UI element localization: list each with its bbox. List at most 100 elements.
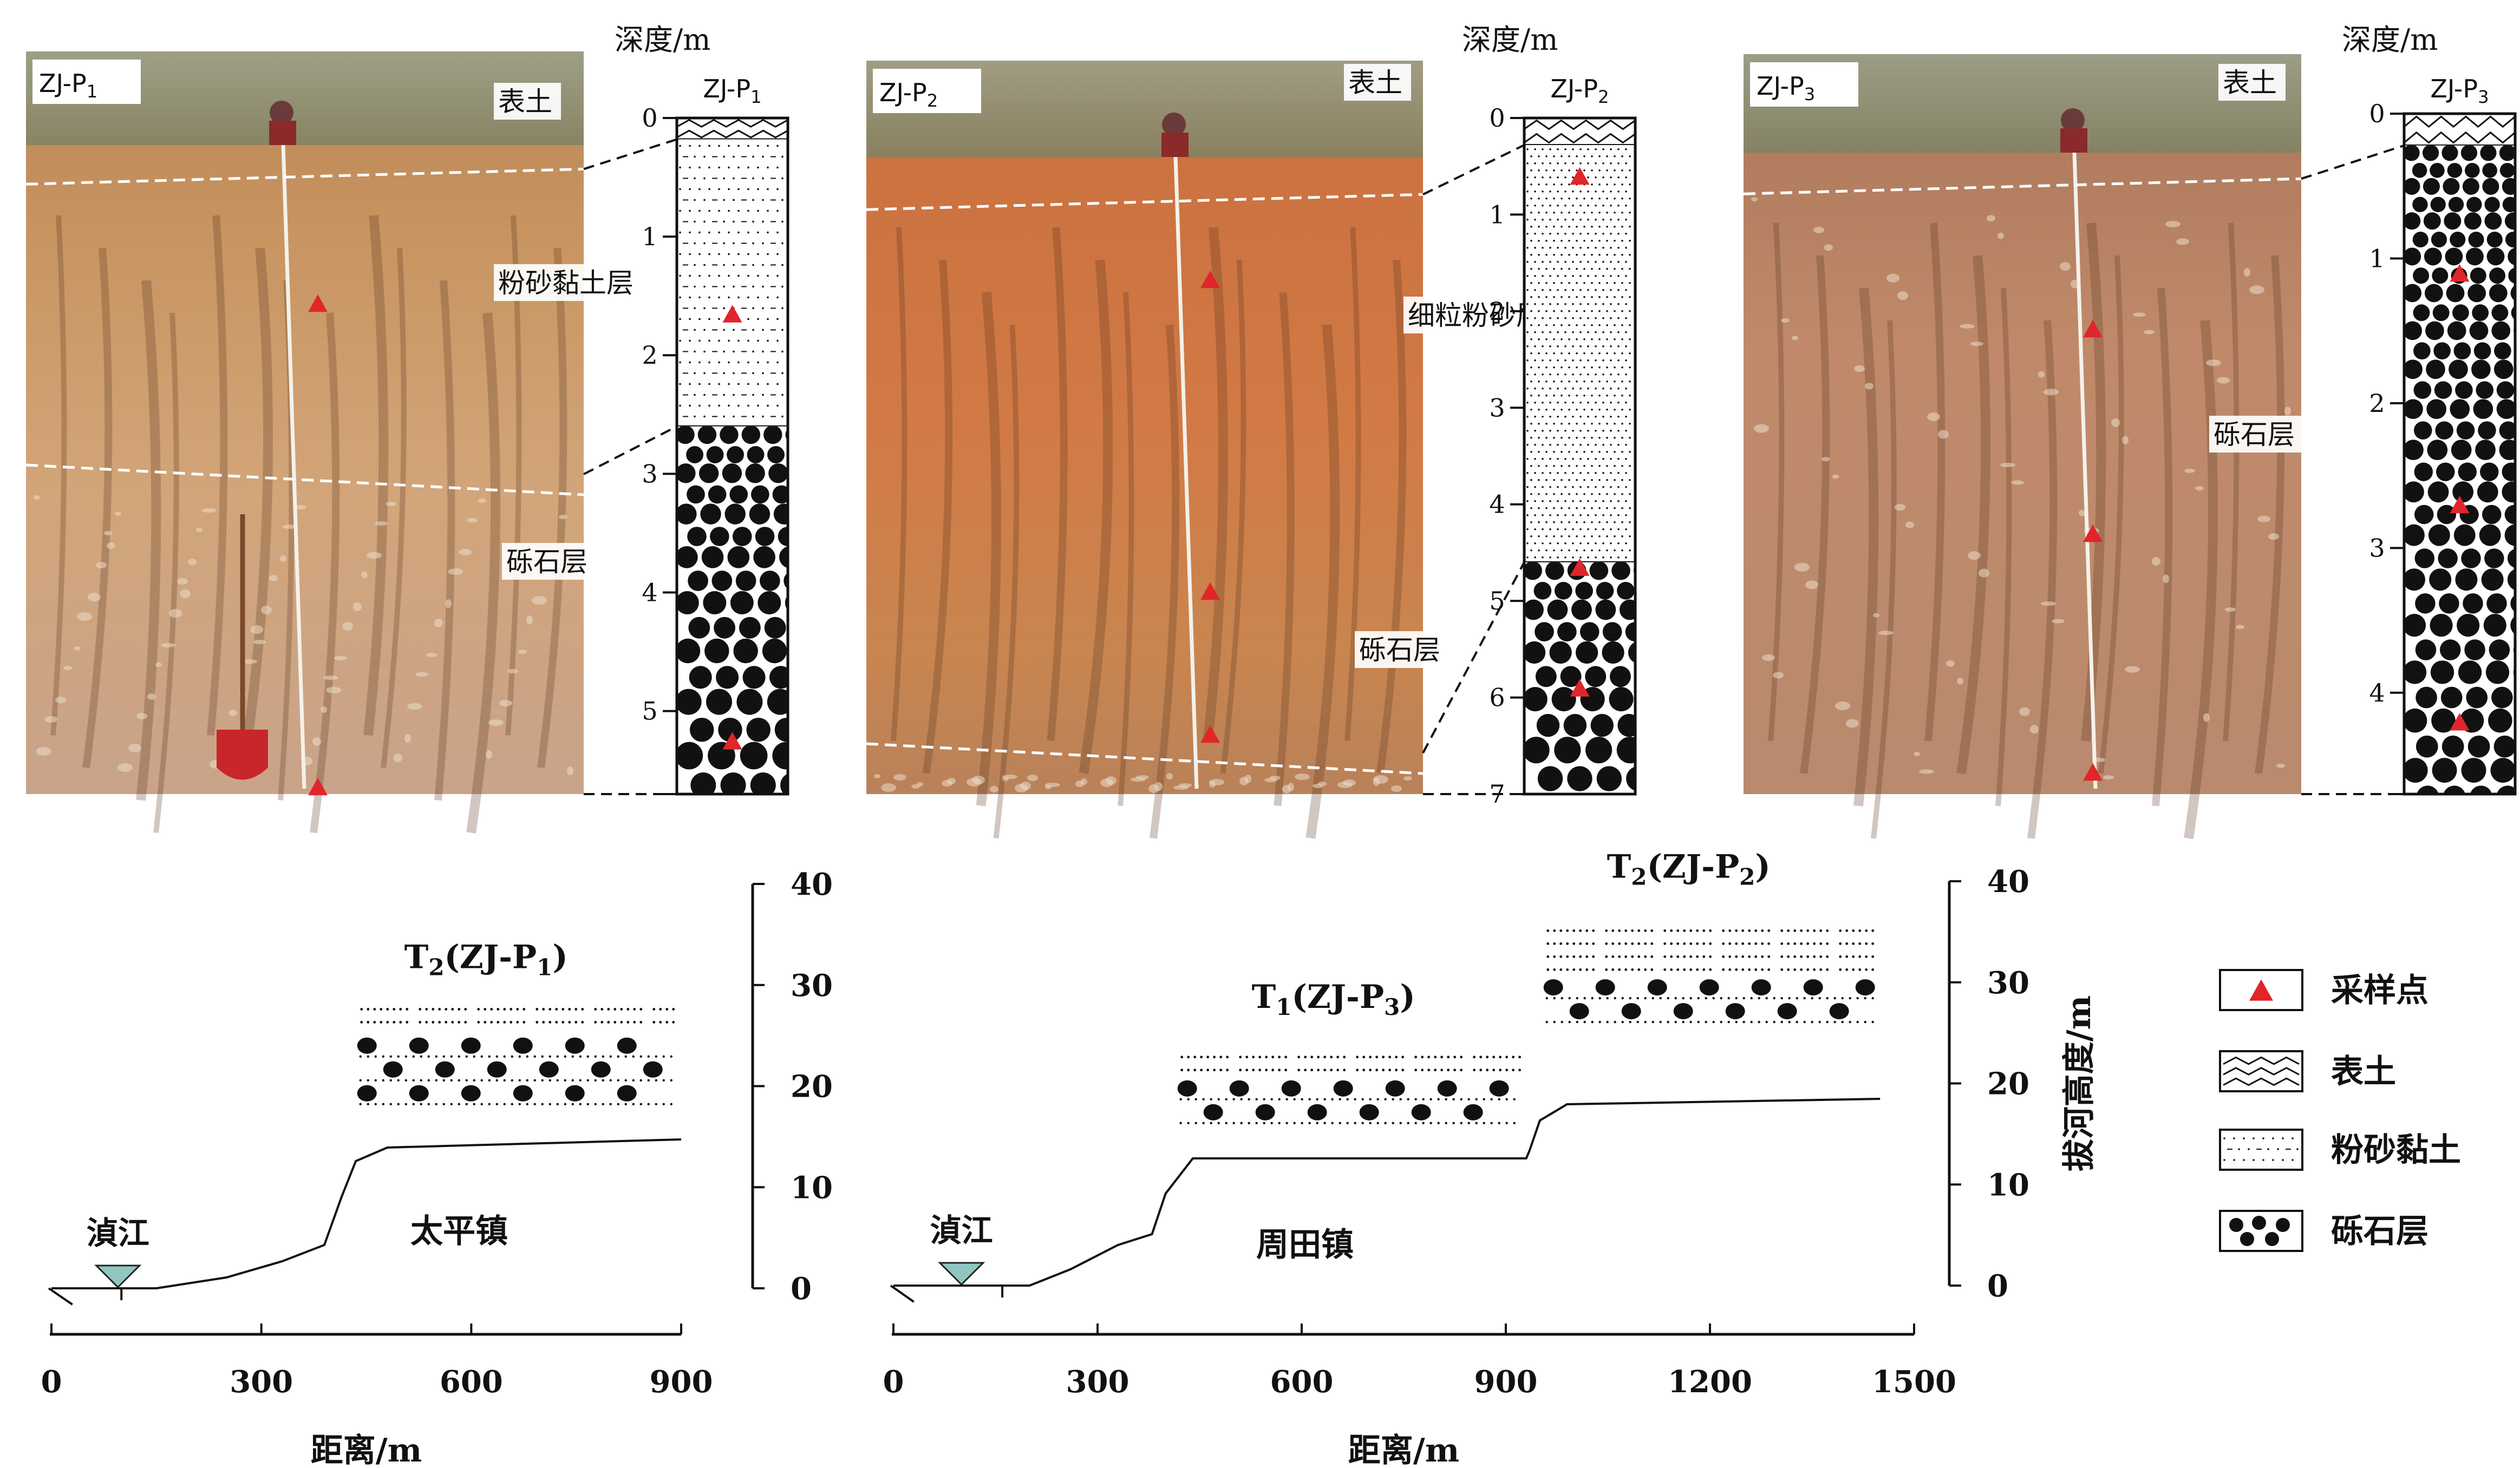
subscript: 2	[428, 954, 444, 981]
subscript: 2	[1631, 864, 1647, 890]
silt-dot	[1579, 942, 1582, 945]
silt-dot	[1629, 324, 1631, 326]
photo-pebble	[478, 499, 486, 503]
photo-pebble	[1938, 430, 1949, 439]
silt-dot	[1499, 1069, 1502, 1072]
silt-dot	[1549, 331, 1551, 333]
photo-pebble	[1897, 291, 1908, 300]
silt-dot	[1561, 1020, 1563, 1024]
silt-dot	[1614, 422, 1616, 425]
silt-dot	[1780, 942, 1784, 945]
gravel-pebble	[513, 1037, 533, 1054]
silt-dot	[1369, 1056, 1372, 1059]
topsoil-wave	[676, 119, 788, 128]
silt-dot	[1625, 387, 1627, 390]
silt-dot	[1553, 211, 1555, 214]
silt-dot	[1610, 218, 1612, 221]
silt-dot	[1526, 528, 1529, 530]
silt-dot	[1595, 542, 1597, 545]
silt-dot	[1595, 162, 1597, 165]
gravel-pebble	[2404, 359, 2423, 379]
silt-dot	[1598, 408, 1601, 411]
gully-shadow	[1768, 222, 1785, 742]
silt-dot	[1553, 352, 1555, 355]
silt-dot	[1614, 464, 1616, 467]
label-topsoil: 表土	[498, 86, 552, 117]
silt-dot	[1579, 260, 1582, 263]
photo-pebble	[567, 766, 573, 775]
silt-dot	[694, 155, 696, 158]
gully-shadow	[1118, 292, 1134, 806]
silt-dot	[1526, 415, 1529, 418]
silt-dot	[1542, 218, 1544, 221]
silt-dot	[533, 1055, 536, 1058]
silt-dot	[373, 1021, 376, 1024]
silt-dot	[670, 1055, 673, 1058]
silt-dot	[1447, 1069, 1450, 1072]
silt-dot	[781, 372, 784, 375]
silt-dot	[1621, 281, 1623, 284]
silt-dot	[1598, 521, 1601, 523]
silt-dot	[1617, 486, 1620, 488]
depth-tick-label: 1	[642, 222, 657, 251]
silt-dot	[1629, 211, 1631, 214]
silt-dot	[374, 1103, 377, 1105]
silt-dot	[1819, 942, 1823, 945]
silt-dot	[1564, 190, 1566, 193]
x-tick-label: 0	[41, 1364, 62, 1400]
column-title: ZJ-P1	[703, 74, 761, 107]
silt-dot	[1301, 1122, 1303, 1125]
silt-dot	[1614, 493, 1616, 495]
silt-dot	[1741, 968, 1745, 971]
gravel-pebble	[2483, 614, 2506, 637]
silt-dot	[1617, 204, 1620, 207]
silt-dot	[1826, 942, 1829, 945]
silt-dot	[393, 1008, 396, 1011]
silt-dot	[1576, 1020, 1578, 1024]
silt-dot	[1534, 176, 1536, 179]
gravel-pebble	[1617, 582, 1635, 600]
correlation-line	[583, 425, 677, 475]
text-part: ZJ-P	[2430, 74, 2478, 103]
silt-dot	[1538, 394, 1540, 397]
silt-dot	[1278, 1122, 1281, 1125]
silt-dot	[1621, 338, 1623, 340]
person-figure	[2061, 108, 2085, 132]
silt-dot	[1625, 204, 1627, 207]
photo-pebble	[2276, 763, 2285, 768]
silt-dot	[1530, 183, 1532, 186]
gravel-pebble	[2484, 196, 2500, 212]
silt-dot	[698, 166, 701, 169]
photo-pebble	[2079, 510, 2085, 516]
photo-boundary-line	[25, 463, 584, 496]
photo-sample-marker	[1200, 270, 1220, 289]
gully-shadow	[993, 324, 1020, 839]
gravel-pebble	[2502, 196, 2515, 212]
silt-dot	[1263, 1122, 1265, 1125]
silt-dot	[1728, 955, 1732, 958]
depth-tick-label: 2	[2369, 389, 2385, 418]
silt-dot	[1595, 415, 1597, 418]
silt-dot	[1644, 942, 1647, 945]
silt-dot	[767, 166, 769, 169]
silt-dot	[633, 1021, 636, 1024]
depth-tick-label: 0	[1489, 103, 1505, 133]
silt-dot	[1530, 507, 1532, 509]
silt-dot	[1610, 500, 1612, 502]
silt-dot	[1583, 310, 1585, 312]
riverbank-left	[890, 1284, 915, 1303]
silt-dot	[1610, 246, 1612, 249]
silt-dot	[1583, 211, 1585, 214]
silt-dot	[703, 394, 706, 396]
silt-dot	[1530, 380, 1532, 383]
gravel-pebble	[2413, 304, 2430, 322]
silt-dot	[1293, 1122, 1296, 1125]
silt-dot	[564, 1103, 566, 1105]
silt-dot	[1579, 443, 1582, 446]
gravel-pebble	[2484, 212, 2502, 230]
silt-dot	[1583, 155, 1585, 158]
gravel-pebble	[2494, 342, 2511, 360]
label-topsoil-box	[1344, 64, 1411, 101]
silt-dot	[1317, 1056, 1320, 1059]
